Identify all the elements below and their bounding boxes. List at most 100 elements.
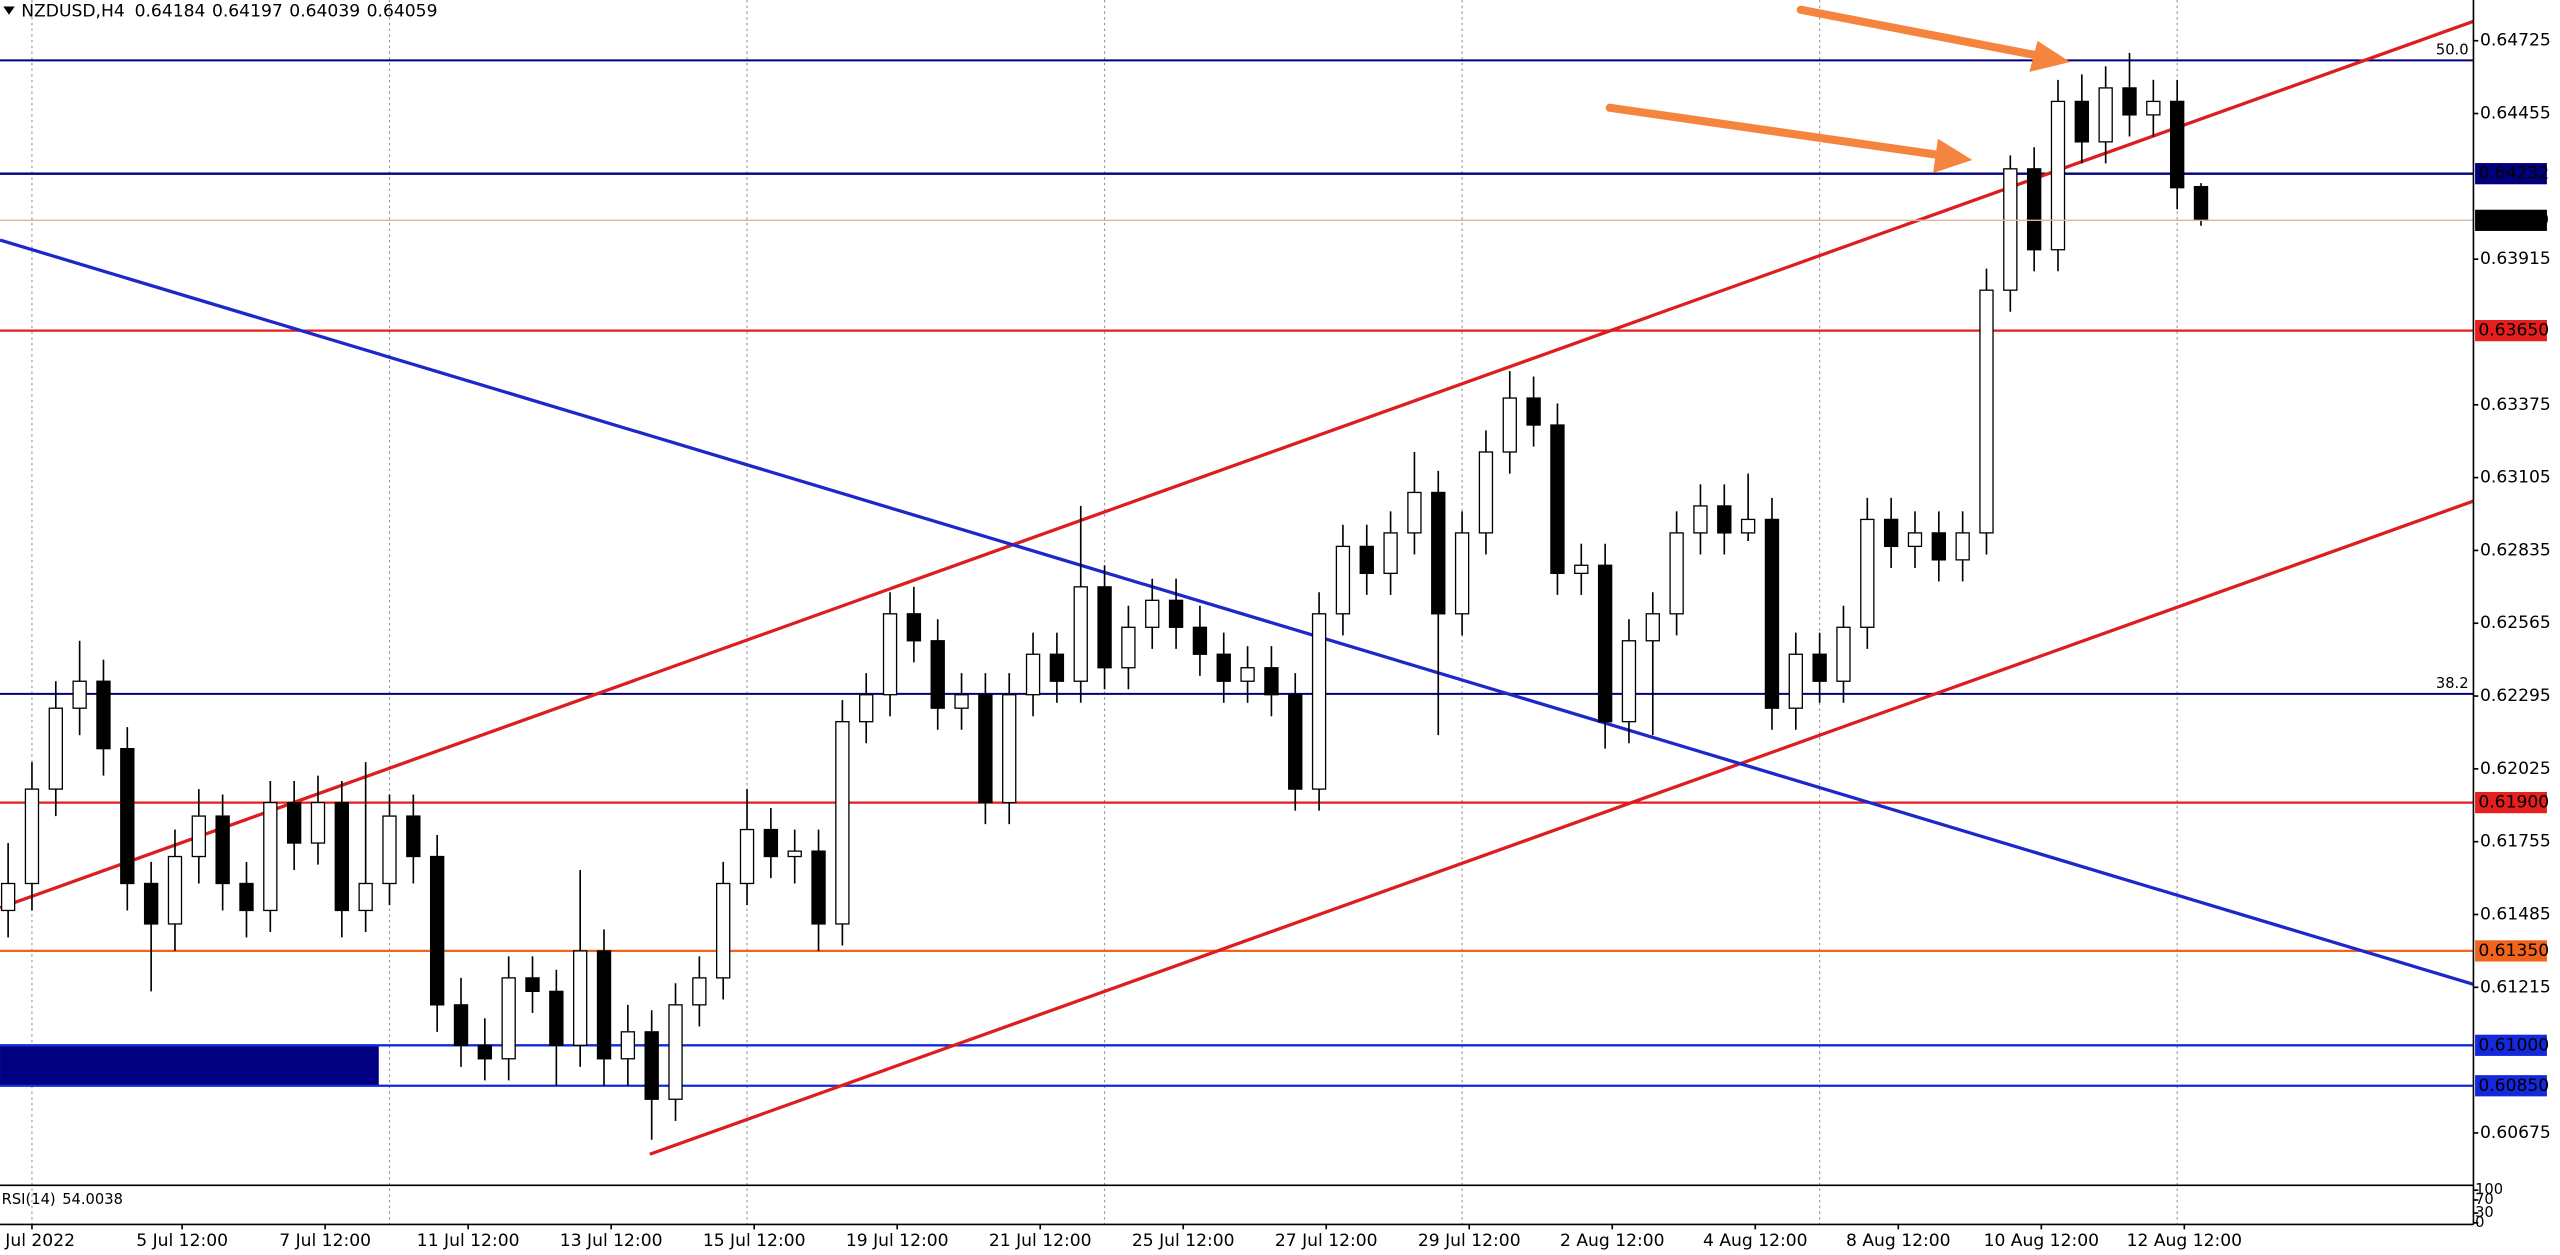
candle-body <box>239 882 254 912</box>
level-label: 0.63650 <box>2478 321 2549 341</box>
x-tick-label: 10 Aug 12:00 <box>1984 1231 2099 1251</box>
zone <box>0 1045 379 1086</box>
x-tick-label: 5 Jul 12:00 <box>136 1231 228 1251</box>
y-tick-label: 0.61755 <box>2480 832 2551 852</box>
candle-body <box>1931 532 1946 561</box>
candle-body <box>1359 545 1374 575</box>
candle-body <box>1955 532 1970 561</box>
candle-body <box>978 694 993 804</box>
candle-body <box>2122 87 2137 116</box>
x-tick-label: 8 Aug 12:00 <box>1846 1231 1951 1251</box>
candle-body <box>1502 397 1517 453</box>
candle-body <box>859 694 874 723</box>
candle-body <box>1192 626 1208 655</box>
y-tick-label: 0.62835 <box>2480 540 2551 560</box>
header-low: 0.64039 <box>289 1 360 21</box>
candle-body <box>1669 532 1684 615</box>
candle-body <box>1597 564 1613 723</box>
candle-body <box>1836 626 1851 682</box>
candle-body <box>1240 667 1255 682</box>
header: NZDUSD,H4 0.64184 0.64197 0.64039 0.64059 <box>21 1 437 21</box>
level-label: 0.60850 <box>2478 1076 2549 1096</box>
candle-body <box>1311 613 1327 790</box>
candle-body <box>0 882 16 912</box>
candle-body <box>1526 397 1541 426</box>
candle-body <box>24 788 40 885</box>
y-tick-label: 0.63375 <box>2480 395 2551 415</box>
candle-body <box>1145 599 1160 628</box>
candle-body <box>1288 694 1303 790</box>
arrow <box>1796 5 2042 60</box>
candle-body <box>835 721 850 925</box>
level-label-bg <box>2475 163 2547 185</box>
candle-body <box>1025 653 1041 696</box>
rsi-value: 54.0038 <box>62 1191 123 1208</box>
candle-body <box>215 815 230 885</box>
candle-body <box>358 882 373 912</box>
x-tick-label: 19 Jul 12:00 <box>846 1231 949 1251</box>
symbol: NZDUSD,H4 <box>21 1 125 21</box>
candle-body <box>1550 424 1565 575</box>
candle-body <box>1764 518 1780 709</box>
candle-body <box>1883 518 1899 548</box>
candle-body <box>167 855 183 925</box>
candle-body <box>1740 518 1756 534</box>
price-label-bg <box>2475 209 2547 231</box>
level-label: 0.61000 <box>2478 1035 2549 1055</box>
candle-body <box>1049 653 1065 682</box>
candle-body <box>406 815 421 858</box>
candle-body <box>1812 653 1827 682</box>
candle-body <box>501 977 516 1060</box>
rsi-name: RSI(14) <box>2 1191 56 1208</box>
candle-body <box>1478 451 1494 534</box>
level-label-bg <box>2475 320 2547 342</box>
candle-body <box>191 815 206 858</box>
y-tick-label: 0.62295 <box>2480 686 2551 706</box>
candle-body <box>1574 564 1589 575</box>
candle-body <box>1264 667 1279 696</box>
candle-body <box>1407 491 1422 534</box>
candle-body <box>2050 100 2066 251</box>
y-tick-label: 0.62565 <box>2480 613 2551 633</box>
candle-body <box>1907 532 1923 548</box>
candle-body <box>72 680 87 709</box>
candle-body <box>1645 613 1660 642</box>
trend-line <box>0 238 2474 986</box>
x-tick-label: 12 Aug 12:00 <box>2127 1231 2242 1251</box>
candle-body <box>1788 653 1803 709</box>
candle-body <box>1979 289 1994 534</box>
x-tick-label: 7 Jul 12:00 <box>279 1231 371 1251</box>
candle-body <box>2146 100 2161 116</box>
candle-body <box>96 680 111 750</box>
arrow-head <box>2029 40 2071 72</box>
rsi-tick-label: 70 <box>2475 1191 2494 1208</box>
candle-body <box>2169 100 2185 189</box>
candle-body <box>263 801 278 912</box>
candle-body <box>2003 168 2018 291</box>
candle-body <box>1216 653 1231 682</box>
header-open: 0.64184 <box>135 1 206 21</box>
candle-body <box>2098 87 2113 143</box>
candle-body <box>1168 599 1184 628</box>
level-label-bg <box>2475 1075 2547 1097</box>
candle-body <box>716 882 731 979</box>
header-high: 0.64197 <box>212 1 283 21</box>
y-tick-label: 0.60675 <box>2480 1123 2551 1143</box>
candle-body <box>954 694 969 709</box>
x-tick-label: 13 Jul 12:00 <box>560 1231 663 1251</box>
header-close: 0.64059 <box>367 1 438 21</box>
plot-area: 50.0 38.2 <box>0 0 2475 1225</box>
candle-body <box>620 1031 636 1060</box>
candle-body <box>1693 505 1708 534</box>
candle-body <box>382 815 397 885</box>
menu-triangle <box>3 6 15 15</box>
y-tick-label: 0.61485 <box>2480 905 2551 925</box>
candle-body <box>334 801 350 912</box>
candle-body <box>143 882 159 925</box>
candle-body <box>1621 640 1637 723</box>
fib-label: 38.2 <box>2436 675 2469 692</box>
rsi-tick-label: 0 <box>2475 1214 2484 1231</box>
candle-body <box>2026 168 2042 251</box>
level-label: 0.61350 <box>2478 941 2549 961</box>
